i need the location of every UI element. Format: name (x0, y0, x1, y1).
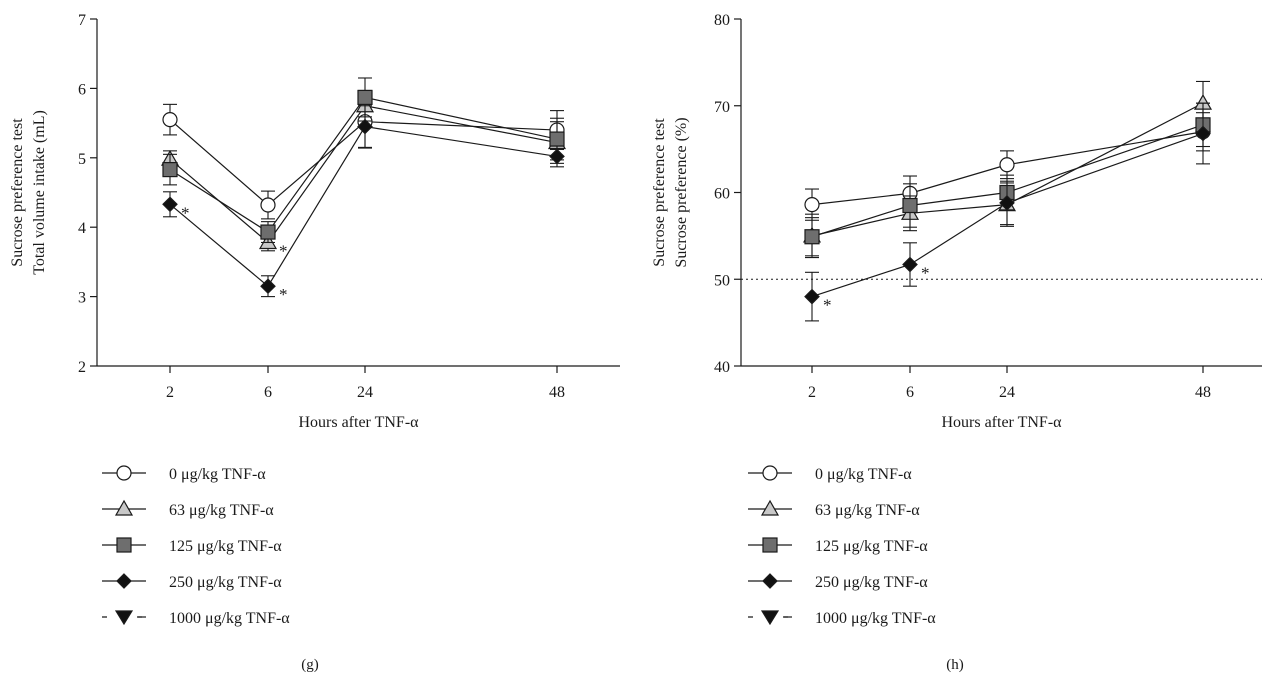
data-point-circle (163, 113, 177, 127)
legend-marker-square (763, 538, 777, 552)
data-point-square (550, 132, 564, 146)
y-tick-label: 3 (78, 290, 86, 307)
series-circle (163, 95, 564, 219)
significance-marker: * (279, 285, 288, 304)
data-point-diamond (261, 279, 275, 293)
legend-item: 250 μg/kg TNF-α (748, 574, 928, 591)
chart-panel-g: 2 3 4 5 6 7 2 6 24 48 Hours after TNF-α Sucrose pre… (9, 12, 620, 673)
data-point-square (903, 199, 917, 213)
y-tick-label: 60 (714, 186, 730, 203)
legend-item: 63 μg/kg TNF-α (748, 501, 920, 519)
legend-label: 250 μg/kg TNF-α (815, 574, 928, 591)
legend-label: 0 μg/kg TNF-α (815, 466, 912, 483)
y-tick-label: 2 (78, 359, 86, 376)
data-point-square (261, 225, 275, 239)
legend-label: 0 μg/kg TNF-α (169, 466, 266, 483)
y-tick-label: 50 (714, 272, 730, 289)
x-tick-label: 6 (906, 384, 914, 401)
data-point-circle (1000, 158, 1014, 172)
data-point-square (805, 230, 819, 244)
legend-item: 125 μg/kg TNF-α (102, 538, 282, 555)
x-axis-title: Hours after TNF-α (298, 414, 419, 431)
legend-marker-triangle-up (762, 501, 778, 515)
x-tick-label: 48 (1195, 384, 1211, 401)
legend-marker-triangle-down (116, 611, 132, 624)
data-point-square (358, 90, 372, 104)
legend-item: 1000 μg/kg TNF-α (748, 610, 936, 627)
x-axis-title: Hours after TNF-α (941, 414, 1062, 431)
significance-marker: * (921, 264, 930, 283)
panel-label: (g) (301, 657, 319, 673)
legend-label: 250 μg/kg TNF-α (169, 574, 282, 591)
legend-label: 1000 μg/kg TNF-α (169, 610, 290, 627)
legend-item: 250 μg/kg TNF-α (102, 574, 282, 591)
legend-item: 63 μg/kg TNF-α (102, 501, 274, 519)
x-tick-label: 24 (999, 384, 1015, 401)
legend-label: 125 μg/kg TNF-α (169, 538, 282, 555)
legend-marker-diamond (763, 574, 777, 588)
y-tick-label: 4 (78, 220, 86, 237)
data-point-diamond (903, 258, 917, 272)
series-square (805, 103, 1210, 256)
data-point-diamond (550, 149, 564, 163)
y-tick-label: 40 (714, 359, 730, 376)
y-tick-label: 70 (714, 99, 730, 116)
x-tick-label: 6 (264, 384, 272, 401)
legend-marker-square (117, 538, 131, 552)
y-axis-title-line1: Sucrose preference test (9, 118, 26, 267)
x-tick-label: 2 (166, 384, 174, 401)
y-tick-label: 7 (78, 12, 86, 29)
legend-marker-diamond (117, 574, 131, 588)
panel-label: (h) (946, 657, 964, 673)
legend-item: 1000 μg/kg TNF-α (102, 610, 290, 627)
legend-marker-circle (763, 466, 777, 480)
y-tick-label: 80 (714, 12, 730, 29)
legend-label: 1000 μg/kg TNF-α (815, 610, 936, 627)
series-square (163, 78, 564, 242)
x-tick-label: 24 (357, 384, 373, 401)
chart-panel-h: 40 50 60 70 80 2 6 24 48 Hours after TNF-α Sucrose… (651, 12, 1262, 673)
legend-label: 63 μg/kg TNF-α (815, 502, 920, 519)
data-point-square (163, 163, 177, 177)
significance-marker: * (823, 296, 832, 315)
series-diamond: ** (805, 103, 1210, 321)
legend-marker-circle (117, 466, 131, 480)
y-tick-label: 5 (78, 151, 86, 168)
significance-marker: * (181, 203, 190, 222)
legend-marker-triangle-up (116, 501, 132, 515)
data-point-circle (805, 198, 819, 212)
y-tick-label: 6 (78, 81, 86, 98)
legend-item: 0 μg/kg TNF-α (102, 466, 266, 483)
data-point-diamond (163, 197, 177, 211)
y-axis-title-line2: Total volume intake (mL) (31, 110, 48, 275)
significance-marker: * (279, 241, 288, 260)
x-tick-label: 48 (549, 384, 565, 401)
legend-item: 125 μg/kg TNF-α (748, 538, 928, 555)
y-axis-title-line1: Sucrose preference test (651, 118, 668, 267)
x-tick-label: 2 (808, 384, 816, 401)
legend-item: 0 μg/kg TNF-α (748, 466, 912, 483)
y-axis-title-line2: Sucrose preference (%) (673, 117, 690, 267)
legend-marker-triangle-down (762, 611, 778, 624)
data-point-circle (261, 198, 275, 212)
legend-label: 125 μg/kg TNF-α (815, 538, 928, 555)
data-point-diamond (805, 290, 819, 304)
legend-label: 63 μg/kg TNF-α (169, 502, 274, 519)
